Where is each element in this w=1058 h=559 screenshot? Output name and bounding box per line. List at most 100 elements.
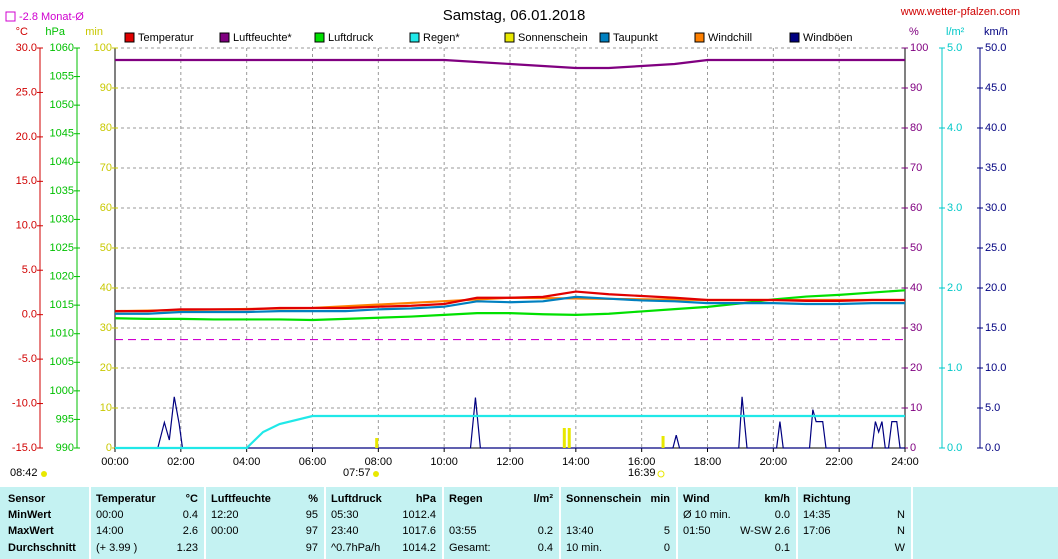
table-cell: Sonnenschein [566, 493, 641, 505]
x-tick-label: 22:00 [825, 456, 853, 468]
y-axis-unit: % [909, 26, 919, 38]
table-cell: 10 min. [566, 542, 602, 554]
y-tick-label: 20.0 [16, 131, 37, 143]
y-tick-label: 1030 [50, 213, 74, 225]
y-tick-label: 3.0 [947, 202, 962, 214]
legend-swatch [124, 32, 135, 43]
y-tick-label: 15.0 [985, 322, 1006, 334]
y-tick-label: 2.0 [947, 282, 962, 294]
legend-swatch [409, 32, 420, 43]
legend-swatch [504, 32, 515, 43]
y-tick-label: 50 [100, 242, 112, 254]
table-cell: N [897, 525, 905, 537]
x-tick-label: 00:00 [101, 456, 129, 468]
series-line [115, 414, 905, 450]
table-cell: 0 [664, 542, 670, 554]
x-tick-label: 16:00 [628, 456, 656, 468]
table-cell: 13:40 [566, 525, 594, 537]
x-tick-label: 18:00 [694, 456, 722, 468]
y-tick-label: 10.0 [985, 362, 1006, 374]
y-tick-label: 45.0 [985, 82, 1006, 94]
y-tick-label: 10 [100, 402, 112, 414]
y-tick-label: 1045 [50, 128, 74, 140]
table-cell: 97 [306, 525, 318, 537]
y-axis-unit: l/m² [946, 26, 965, 38]
y-tick-label: 1035 [50, 185, 74, 197]
table-cell: 1017.6 [402, 525, 436, 537]
table-cell: 17:06 [803, 525, 831, 537]
reference-label: -2.8 Monat-Ø [19, 11, 84, 23]
table-cell: km/h [764, 493, 790, 505]
table-cell: ^0.7hPa/h [331, 542, 380, 554]
table-cell: 0.4 [538, 542, 553, 554]
y-tick-label: -10.0 [12, 397, 37, 409]
y-tick-label: 50 [910, 242, 922, 254]
y-tick-label: 25.0 [985, 242, 1006, 254]
y-tick-label: 1040 [50, 156, 74, 168]
table-cell: Temperatur [96, 493, 156, 505]
table-cell: 2.6 [183, 525, 198, 537]
legend-label: Luftfeuchte* [233, 32, 292, 44]
y-tick-label: 40 [100, 282, 112, 294]
table-cell: hPa [416, 493, 437, 505]
y-tick-label: 60 [910, 202, 922, 214]
y-tick-label: -5.0 [18, 353, 37, 365]
y-tick-label: 10 [910, 402, 922, 414]
series-line [115, 396, 905, 449]
y-tick-label: 0.0 [947, 442, 962, 454]
y-tick-label: 30.0 [985, 202, 1006, 214]
table-cell: N [897, 509, 905, 521]
table-cell: Ø 10 min. [683, 509, 731, 521]
y-tick-label: 1060 [50, 42, 74, 54]
x-tick-label: 20:00 [760, 456, 788, 468]
table-row-label: Sensor [8, 493, 46, 505]
table-cell: 1.23 [177, 542, 198, 554]
table-cell: Luftfeuchte [211, 493, 271, 505]
y-tick-label: 90 [910, 82, 922, 94]
y-axis-unit: hPa [45, 26, 65, 38]
legend-swatch [789, 32, 800, 43]
sunshine-bar [567, 428, 571, 448]
y-tick-label: 1000 [50, 385, 74, 397]
legend-label: Windböen [803, 32, 853, 44]
table-row-label: Durchschnitt [8, 542, 76, 554]
sun-icon [41, 471, 47, 477]
y-tick-label: 4.0 [947, 122, 962, 134]
table-cell: 0.1 [775, 542, 790, 554]
legend-label: Temperatur [138, 32, 194, 44]
table-cell: 23:40 [331, 525, 359, 537]
reference-icon [5, 11, 16, 22]
x-tick-label: 04:00 [233, 456, 261, 468]
table-cell: 5 [664, 525, 670, 537]
y-axis-unit: km/h [984, 26, 1008, 38]
y-tick-label: 50.0 [985, 42, 1006, 54]
x-tick-label: 14:00 [562, 456, 590, 468]
y-axis-unit: min [85, 26, 103, 38]
y-tick-label: 20 [910, 362, 922, 374]
table-cell: 14:35 [803, 509, 831, 521]
table-cell: min [650, 493, 670, 505]
y-tick-label: -15.0 [12, 442, 37, 454]
table-cell: (+ 3.99 ) [96, 542, 137, 554]
y-tick-label: 1055 [50, 70, 74, 82]
series-line [115, 290, 905, 313]
table-cell: 00:00 [96, 509, 124, 521]
y-tick-label: 5.0 [985, 402, 1000, 414]
table-cell: 0.0 [775, 509, 790, 521]
table-background [0, 487, 1058, 559]
sunshine-bar [562, 428, 566, 448]
table-row-label: MaxWert [8, 525, 54, 537]
table-cell: Regen [449, 493, 483, 505]
table-cell: 14:00 [96, 525, 124, 537]
sun-time: 07:57 [343, 467, 371, 479]
table-cell: Wind [683, 493, 710, 505]
x-tick-label: 08:00 [365, 456, 393, 468]
y-tick-label: 100 [94, 42, 112, 54]
y-tick-label: 40.0 [985, 122, 1006, 134]
x-tick-label: 24:00 [891, 456, 919, 468]
table-cell: 95 [306, 509, 318, 521]
y-tick-label: 60 [100, 202, 112, 214]
y-tick-label: 100 [910, 42, 928, 54]
x-tick-label: 10:00 [430, 456, 458, 468]
